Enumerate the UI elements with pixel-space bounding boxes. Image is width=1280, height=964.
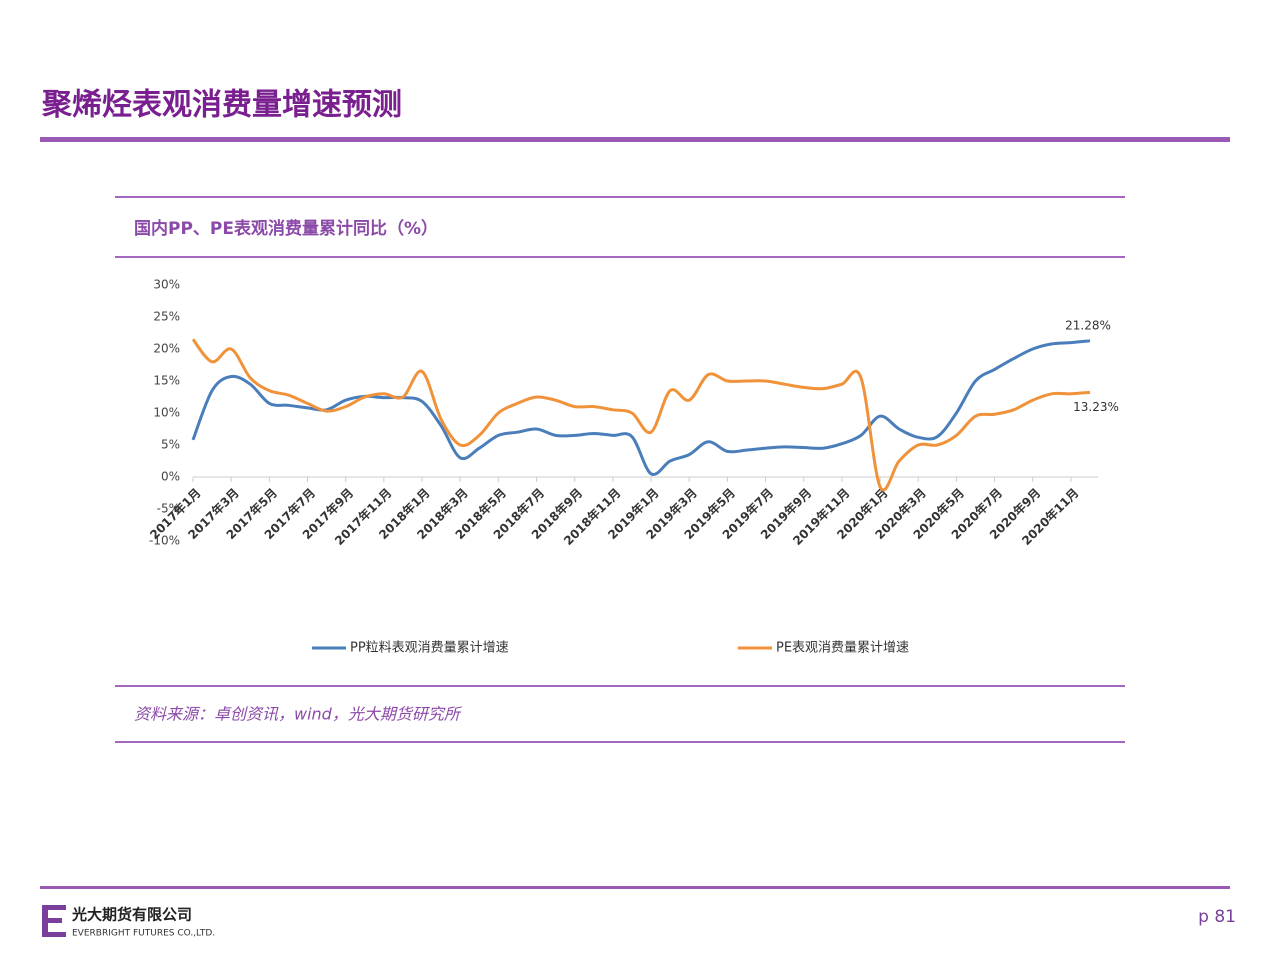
y-tick-label: -10% xyxy=(149,534,180,548)
y-tick-label: 5% xyxy=(161,438,180,452)
series-line xyxy=(191,339,1091,477)
data-label: 21.28% xyxy=(1065,318,1111,332)
y-tick-label: 0% xyxy=(161,470,180,484)
series-line xyxy=(191,338,1091,492)
company-cn: 光大期货有限公司 xyxy=(71,906,192,924)
y-tick-label: -5% xyxy=(157,502,180,516)
footer-rule xyxy=(40,886,1230,889)
logo-icon xyxy=(42,905,66,937)
company-en: EVERBRIGHT FUTURES CO.,LTD. xyxy=(72,929,215,939)
source-note: 资料来源：卓创资讯，wind，光大期货研究所 xyxy=(134,705,463,724)
page-number: p 81 xyxy=(1198,907,1236,927)
y-tick-label: 15% xyxy=(153,374,180,388)
y-tick-label: 30% xyxy=(153,278,180,292)
y-tick-label: 10% xyxy=(153,406,180,420)
legend-label: PP粒料表观消费量累计增速 xyxy=(350,641,509,656)
legend-label: PE表观消费量累计增速 xyxy=(776,641,909,656)
data-label: 13.23% xyxy=(1073,400,1119,414)
title-rule xyxy=(40,137,1230,142)
y-tick-label: 20% xyxy=(153,342,180,356)
y-tick-label: 25% xyxy=(153,310,180,324)
chart-title: 国内PP、PE表观消费量累计同比（%） xyxy=(134,218,438,239)
slide-title: 聚烯烃表观消费量增速预测 xyxy=(41,88,402,123)
